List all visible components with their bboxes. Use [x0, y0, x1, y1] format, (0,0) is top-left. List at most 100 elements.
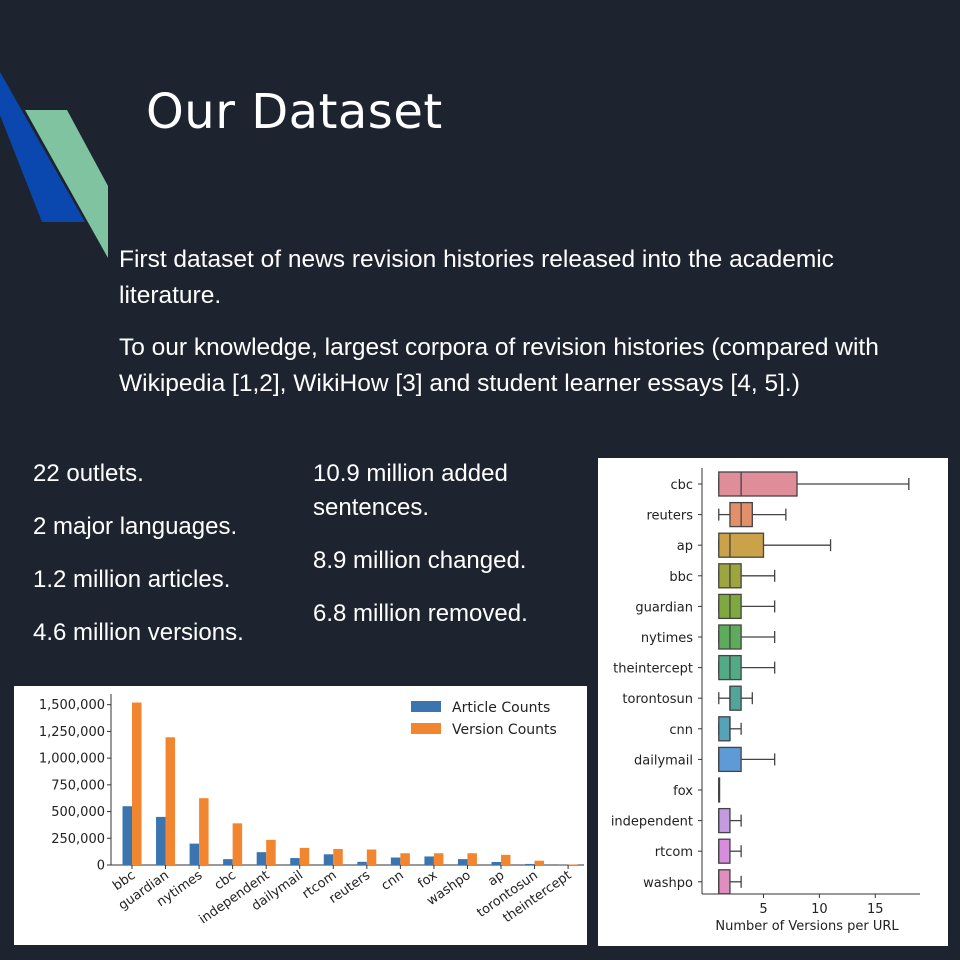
y-tick-label-dailymail: dailymail — [634, 753, 693, 768]
intro-paragraph-2: To our knowledge, largest corpora of rev… — [119, 334, 879, 397]
y-tick-label-cbc: cbc — [670, 478, 693, 493]
box-theintercept — [718, 654, 776, 681]
box-dailymail — [718, 746, 776, 773]
box-iqr — [718, 807, 731, 834]
box-bbc — [718, 563, 776, 589]
bar-version-torontosun — [534, 860, 545, 865]
y-tick-label-rtcom: rtcom — [655, 845, 693, 860]
y-tick-label: 500,000 — [51, 805, 105, 820]
bar-article-ap — [491, 862, 502, 865]
box-plot: 5 10 15 Number of Versions per URL cbc reuter… — [611, 468, 920, 934]
legend-label-0: Article Counts — [452, 700, 550, 716]
box-independent — [718, 807, 742, 834]
bar-chart: 0 250,000 500,000 750,000 1,000,000 1,250,000… — [39, 694, 584, 927]
legend-swatch-1 — [411, 723, 441, 734]
box-nytimes — [718, 624, 776, 650]
bar-version-cnn — [400, 853, 410, 865]
bar-version-reuters — [366, 849, 377, 865]
y-tick-label: 1,000,000 — [39, 752, 105, 767]
box-reuters — [718, 501, 787, 528]
y-tick-label-independent: independent — [611, 815, 693, 830]
y-tick-label: 750,000 — [51, 778, 105, 793]
stats-left-column: 22 outlets. 2 major languages. 1.2 milli… — [33, 457, 293, 669]
stat-changed: 8.9 million changed. — [313, 547, 527, 574]
bar-version-washpo — [467, 853, 477, 865]
stat-versions: 4.6 million versions. — [33, 619, 244, 646]
bar-version-independent — [266, 839, 276, 865]
legend-label-1: Version Counts — [452, 722, 557, 738]
y-tick-label-cnn: cnn — [669, 723, 693, 738]
box-washpo — [718, 869, 742, 895]
bar-version-theintercept — [568, 864, 578, 865]
y-tick-label-torontosun: torontosun — [622, 692, 693, 707]
bar-article-bbc — [122, 806, 132, 865]
bar-version-rtcom — [333, 848, 343, 865]
stat-articles: 1.2 million articles. — [33, 566, 231, 593]
bar-article-cnn — [390, 857, 401, 865]
box-iqr — [729, 685, 742, 711]
bar-article-washpo — [457, 859, 468, 865]
stat-removed: 6.8 million removed. — [313, 600, 528, 627]
x-tick-label: 10 — [811, 902, 828, 917]
bar-article-cbc — [223, 859, 233, 865]
bar-article-independent — [256, 852, 267, 865]
x-tick-label-ap: ap — [485, 868, 507, 890]
bar-version-fox — [433, 853, 444, 865]
bar-article-nytimes — [189, 843, 200, 865]
box-iqr — [718, 746, 742, 773]
y-tick-label-guardian: guardian — [635, 600, 693, 615]
box-cnn — [718, 716, 742, 742]
stats-right-column: 10.9 million added sentences. 8.9 millio… — [313, 457, 583, 650]
bar-version-dailymail — [299, 847, 310, 865]
bar-article-dailymail — [290, 858, 300, 865]
bar-version-ap — [501, 854, 511, 865]
blue-stripe — [0, 72, 85, 222]
box-cbc — [718, 471, 910, 497]
box-ap — [718, 532, 832, 558]
bar-version-cbc — [232, 823, 243, 865]
bar-version-bbc — [132, 702, 142, 865]
box-iqr — [718, 532, 765, 558]
x-axis-label: Number of Versions per URL — [715, 919, 899, 934]
decorative-stripes — [0, 72, 108, 258]
y-tick-label-theintercept: theintercept — [613, 662, 693, 677]
box-iqr — [718, 716, 731, 742]
x-tick-label: 15 — [867, 902, 884, 917]
y-tick-label-washpo: washpo — [643, 876, 693, 891]
y-tick-label-reuters: reuters — [646, 509, 693, 524]
intro-paragraph-1: First dataset of news revision histories… — [119, 246, 834, 309]
box-iqr — [718, 869, 731, 895]
box-guardian — [718, 593, 776, 620]
green-stripe — [25, 110, 108, 258]
bar-chart-panel: 0 250,000 500,000 750,000 1,000,000 1,250,000… — [14, 686, 587, 945]
box-torontosun — [718, 685, 753, 711]
box-plot-panel: 5 10 15 Number of Versions per URL cbc reuter… — [598, 458, 948, 946]
bar-version-guardian — [165, 737, 176, 865]
box-iqr — [718, 838, 731, 864]
y-tick-label-nytimes: nytimes — [641, 631, 693, 646]
y-tick-label-bbc: bbc — [669, 570, 693, 585]
stat-languages: 2 major languages. — [33, 513, 238, 540]
box-fox — [718, 777, 721, 803]
bar-version-nytimes — [199, 798, 209, 865]
y-tick-label: 250,000 — [51, 832, 105, 847]
y-tick-label: 1,250,000 — [39, 725, 105, 740]
box-iqr — [718, 471, 798, 497]
bar-article-guardian — [156, 816, 166, 865]
y-tick-label-fox: fox — [673, 784, 693, 799]
bar-article-torontosun — [525, 863, 535, 865]
y-tick-label: 0 — [97, 859, 105, 874]
stat-outlets: 22 outlets. — [33, 460, 144, 487]
bar-article-rtcom — [323, 854, 334, 865]
slide-title: Our Dataset — [146, 84, 443, 140]
legend-swatch-0 — [411, 701, 441, 712]
stat-added: 10.9 million added sentences. — [313, 460, 508, 521]
bar-article-reuters — [357, 861, 367, 865]
x-tick-label-cnn: cnn — [379, 868, 407, 894]
bar-article-fox — [424, 856, 434, 865]
y-tick-label-ap: ap — [677, 539, 693, 554]
x-tick-label: 5 — [759, 902, 767, 917]
box-rtcom — [718, 838, 742, 864]
intro-text: First dataset of news revision histories… — [119, 242, 919, 418]
y-tick-label: 1,500,000 — [39, 698, 105, 713]
